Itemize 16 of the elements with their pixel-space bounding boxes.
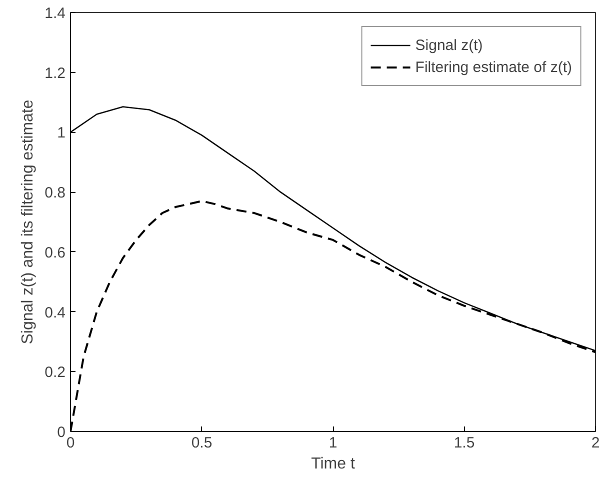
y-tick-label: 0.6: [44, 244, 66, 262]
legend-label: Filtering estimate of z(t): [415, 58, 572, 76]
x-tick-label: 1.5: [454, 434, 475, 452]
y-tick-label: 1.2: [44, 64, 66, 82]
y-tick-label: 1.4: [44, 5, 66, 22]
y-tick-label: 0.4: [44, 304, 66, 322]
y-tick-label: 1: [57, 124, 66, 142]
y-tick-label: 0.8: [44, 184, 66, 202]
x-axis-title: Time t: [311, 456, 356, 472]
x-tick-label: 0.5: [191, 434, 212, 452]
y-tick-label: 0: [57, 424, 66, 441]
x-tick-label: 1: [328, 434, 338, 452]
y-tick-label: 0.2: [44, 364, 66, 382]
y-axis-title: Signal z(t) and its filtering estimate: [20, 100, 37, 344]
x-tick-label: 2: [591, 434, 600, 452]
legend-label: Signal z(t): [415, 36, 483, 54]
